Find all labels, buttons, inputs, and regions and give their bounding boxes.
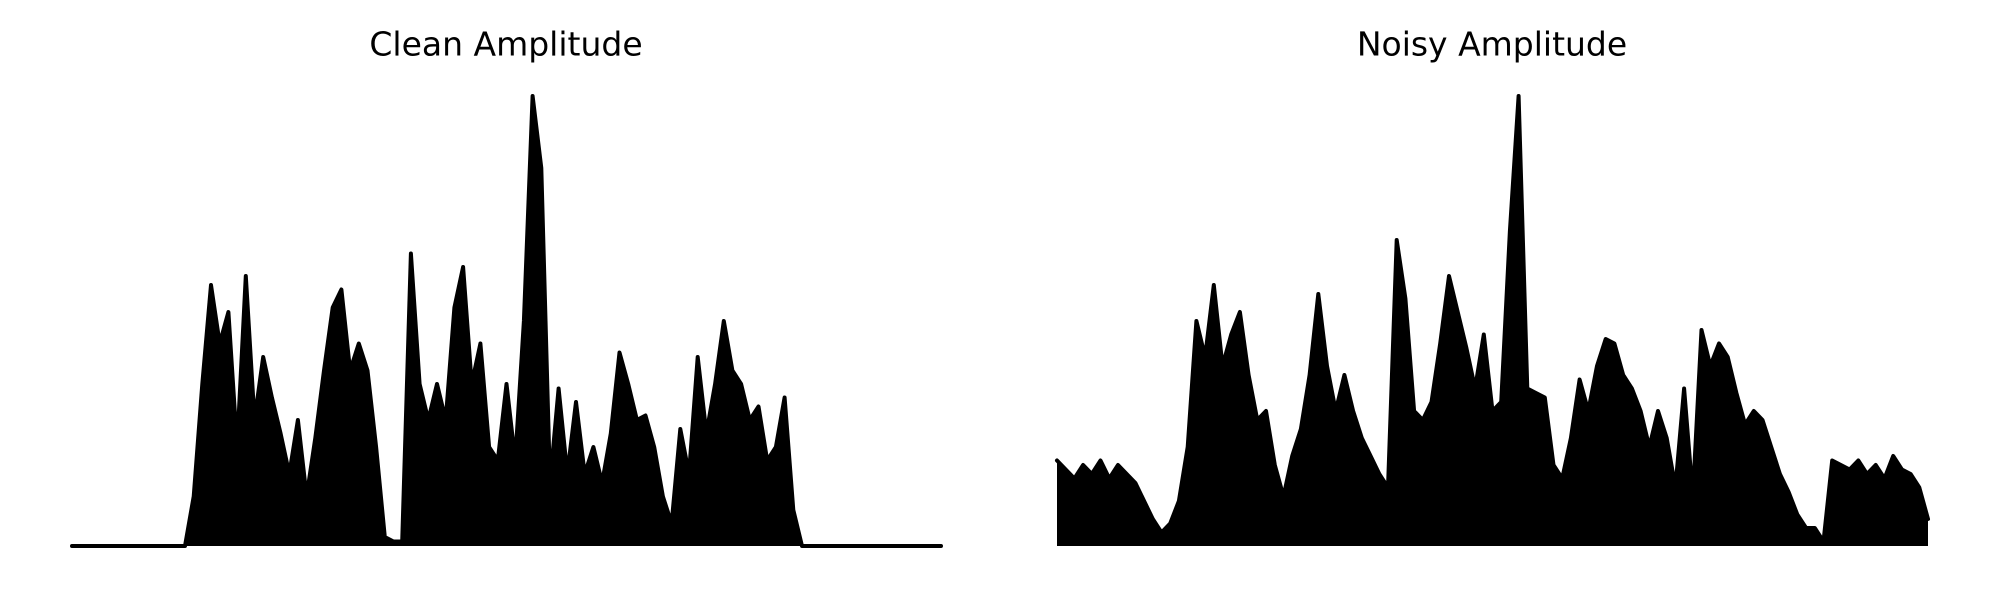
chart-title: Noisy Amplitude: [1357, 25, 1627, 64]
amplitude-area: [1057, 96, 1928, 546]
chart-title: Clean Amplitude: [369, 25, 642, 64]
amplitude-line: [70, 94, 943, 548]
amplitude-line: [1055, 94, 1930, 544]
amplitude-area: [72, 96, 941, 546]
